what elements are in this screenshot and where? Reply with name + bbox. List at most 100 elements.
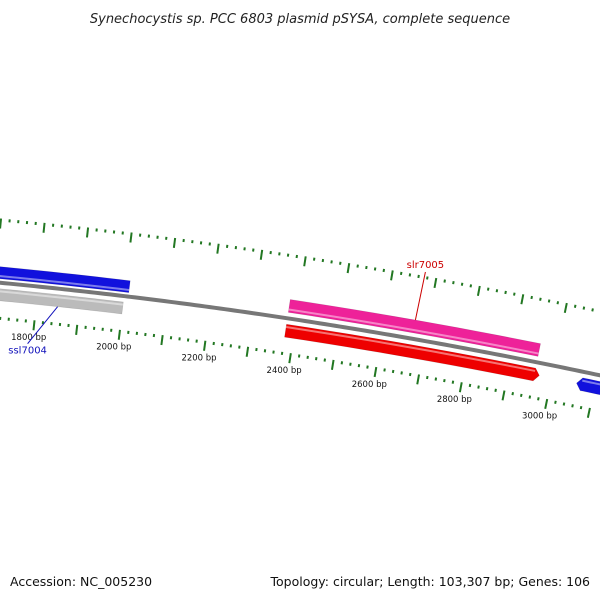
inner-tick-mark bbox=[586, 407, 591, 418]
gene-blue-left[interactable] bbox=[0, 266, 131, 293]
outer-tick-mark bbox=[172, 237, 177, 248]
outer-tick-mark bbox=[469, 284, 473, 288]
gene-highlight bbox=[285, 326, 536, 372]
gene-highlight bbox=[582, 379, 600, 386]
inner-tick-mark bbox=[571, 404, 574, 408]
gene-labels: ssl7004 slr7005 bbox=[8, 260, 444, 357]
scale-label: 3000 bp bbox=[522, 412, 557, 422]
inner-tick-mark bbox=[511, 391, 515, 396]
outer-tick-mark bbox=[390, 270, 394, 281]
outer-tick-mark bbox=[0, 218, 3, 229]
inner-tick-mark bbox=[400, 371, 403, 375]
gene-ssl7004[interactable] bbox=[0, 288, 124, 315]
inner-tick-mark bbox=[562, 402, 566, 406]
scale-label: 2800 bp bbox=[437, 395, 472, 405]
gene-slr7005-pink[interactable] bbox=[287, 299, 541, 357]
topology-summary: Topology: circular; Length: 103,307 bp; … bbox=[270, 574, 591, 589]
outer-tick-mark bbox=[382, 268, 386, 273]
outer-tick-mark bbox=[85, 227, 90, 238]
gene-blue-right[interactable] bbox=[576, 377, 600, 398]
inner-tick-mark bbox=[554, 400, 557, 404]
label-leader-line bbox=[414, 271, 426, 321]
plasmid-backbone bbox=[0, 280, 600, 378]
outer-tick-track bbox=[0, 218, 594, 314]
scale-labels: 1800 bp 2000 bp 2200 bp 2400 bp 2600 bp 2800 … bbox=[11, 333, 557, 422]
inner-tick-mark bbox=[32, 320, 36, 331]
outer-tick-mark bbox=[513, 292, 516, 296]
inner-tick-mark bbox=[245, 346, 250, 357]
outer-tick-mark bbox=[539, 297, 542, 301]
outer-tick-mark bbox=[556, 301, 560, 305]
outer-tick-mark bbox=[504, 290, 507, 295]
outer-tick-mark bbox=[520, 294, 525, 305]
gene-highlight bbox=[0, 290, 124, 306]
inner-tick-mark bbox=[443, 378, 446, 383]
outer-tick-mark bbox=[495, 289, 499, 293]
inner-tick-mark bbox=[434, 377, 438, 381]
inner-tick-mark bbox=[451, 380, 455, 384]
inner-tick-mark bbox=[366, 365, 369, 369]
inner-tick-mark bbox=[416, 374, 420, 385]
outer-tick-mark bbox=[486, 287, 490, 291]
inner-tick-mark bbox=[408, 372, 412, 377]
inner-tick-track bbox=[0, 316, 591, 418]
inner-tick-mark bbox=[519, 393, 523, 398]
outer-tick-mark bbox=[373, 267, 377, 271]
gene-features bbox=[0, 266, 600, 398]
inner-tick-mark bbox=[75, 324, 79, 335]
inner-tick-mark bbox=[579, 405, 583, 410]
outer-tick-mark bbox=[346, 263, 351, 274]
inner-tick-mark bbox=[528, 395, 532, 399]
outer-tick-mark bbox=[216, 243, 220, 254]
inner-tick-mark bbox=[537, 397, 540, 401]
outer-tick-mark bbox=[547, 299, 551, 303]
gene-highlight bbox=[288, 308, 539, 355]
inner-tick-mark bbox=[485, 387, 489, 391]
outer-tick-mark bbox=[582, 306, 586, 310]
outer-tick-mark bbox=[563, 302, 568, 314]
label-leader-line bbox=[27, 306, 58, 345]
inner-tick-mark bbox=[494, 388, 497, 392]
outer-tick-mark bbox=[408, 273, 412, 277]
inner-tick-mark bbox=[468, 383, 472, 388]
inner-tick-mark bbox=[391, 369, 395, 374]
outer-tick-mark bbox=[452, 281, 455, 285]
inner-tick-mark bbox=[117, 329, 121, 340]
outer-tick-mark bbox=[443, 279, 446, 283]
inner-tick-mark bbox=[383, 368, 386, 372]
scale-label: 2400 bp bbox=[267, 366, 302, 376]
gene-highlight bbox=[0, 275, 130, 292]
inner-tick-mark bbox=[330, 359, 335, 370]
inner-tick-mark bbox=[458, 382, 463, 393]
gene-label-slr7005-pink[interactable]: slr7005 bbox=[407, 260, 445, 271]
outer-tick-mark bbox=[426, 276, 429, 280]
outer-tick-mark bbox=[591, 308, 594, 312]
scale-label: 2200 bp bbox=[181, 354, 216, 364]
inner-tick-mark bbox=[373, 366, 378, 378]
outer-tick-mark bbox=[399, 271, 403, 276]
outer-tick-mark bbox=[303, 256, 307, 267]
inner-tick-mark bbox=[288, 353, 292, 364]
inner-tick-mark bbox=[426, 375, 429, 380]
inner-tick-mark bbox=[357, 363, 361, 368]
scale-label: 2000 bp bbox=[96, 343, 131, 353]
outer-tick-mark bbox=[476, 285, 481, 297]
outer-tick-mark bbox=[259, 249, 264, 260]
scale-label: 2600 bp bbox=[352, 380, 387, 390]
outer-tick-mark bbox=[460, 282, 464, 286]
inner-tick-mark bbox=[501, 390, 506, 401]
outer-tick-mark bbox=[42, 222, 46, 233]
inner-tick-mark bbox=[477, 385, 480, 389]
outer-tick-mark bbox=[417, 274, 420, 279]
map-title: Synechocystis sp. PCC 6803 plasmid pSYSA… bbox=[90, 12, 510, 27]
outer-tick-mark bbox=[573, 304, 577, 308]
gene-red-arrow[interactable] bbox=[284, 323, 540, 382]
outer-tick-mark bbox=[129, 232, 133, 243]
inner-tick-mark bbox=[544, 398, 549, 410]
outer-tick-mark bbox=[433, 277, 438, 289]
accession-text: Accession: NC_005230 bbox=[10, 574, 152, 589]
gene-label-ssl7004[interactable]: ssl7004 bbox=[8, 346, 47, 357]
scale-label: 1800 bp bbox=[11, 333, 46, 343]
